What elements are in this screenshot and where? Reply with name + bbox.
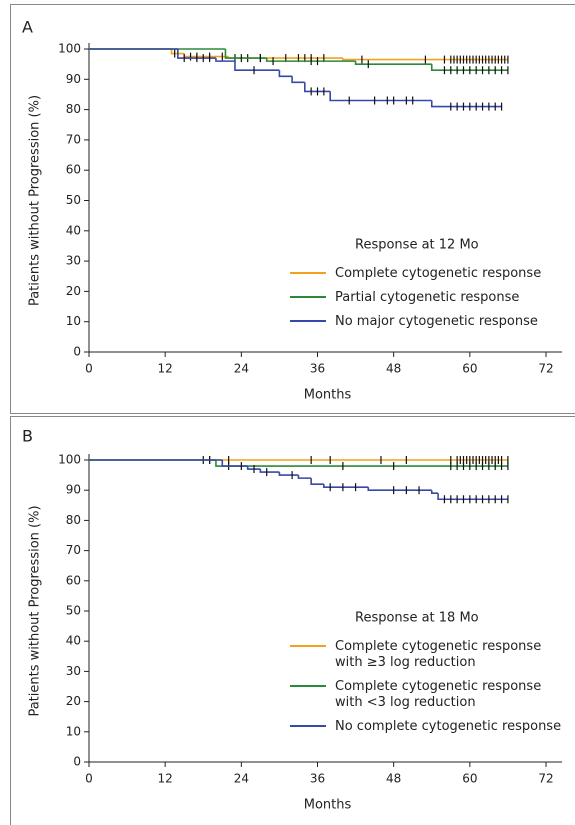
survival-step [297,475,312,479]
x-tick-label: 48 [386,362,401,376]
survival-step [234,61,280,72]
survival-step [170,49,185,55]
x-tick-label: 60 [462,362,477,376]
survival-step [310,478,324,485]
legend-label: Complete cytogenetic response with <3 log… [335,679,541,710]
survival-step [323,484,369,488]
y-tick-label: 50 [66,604,81,618]
survival-step [367,487,432,491]
survival-step [215,460,508,467]
y-tick-label: 0 [73,755,81,769]
survival-step [430,490,439,495]
y-tick-label: 100 [58,42,81,56]
y-tick-label: 10 [66,314,81,328]
survival-step [246,466,261,470]
x-tick-label: 0 [85,362,93,376]
survival-step [304,82,331,93]
y-tick-label: 20 [66,694,81,708]
x-axis-label: Months [304,388,352,403]
x-tick-label: 24 [234,362,249,376]
panel-label: A [22,18,33,37]
survival-step [221,460,248,467]
survival-step [430,100,502,108]
y-tick-label: 70 [66,132,81,146]
y-tick-label: 40 [66,223,81,237]
legend-title: Response at 12 Mo [355,238,479,253]
x-tick-label: 24 [234,772,249,786]
x-tick-label: 12 [158,772,173,786]
y-tick-label: 80 [66,102,81,116]
x-tick-label: 60 [462,772,477,786]
y-tick-label: 40 [66,634,81,648]
y-tick-label: 60 [66,163,81,177]
x-tick-label: 72 [538,772,553,786]
y-tick-label: 60 [66,573,81,587]
x-tick-label: 12 [158,362,173,376]
survival-step [215,58,235,62]
y-tick-label: 50 [66,193,81,207]
panel-label: B [22,427,33,446]
y-tick-label: 30 [66,254,81,268]
y-tick-label: 70 [66,543,81,557]
survival-step [342,58,508,61]
y-tick-label: 20 [66,284,81,298]
y-axis-label: Patients without Progression (%) [28,505,43,716]
survival-step [329,91,432,102]
y-tick-label: 10 [66,724,81,738]
x-tick-label: 36 [310,362,325,376]
panel-frame [10,416,575,825]
y-tick-label: 30 [66,664,81,678]
y-tick-label: 0 [73,345,81,359]
y-tick-label: 90 [66,72,81,86]
legend-label: Complete cytogenetic response [335,266,541,281]
y-axis-label: Patients without Progression (%) [28,95,43,306]
survival-step [437,493,508,501]
survival-step [278,472,299,476]
panel-frame [10,4,575,414]
x-tick-label: 36 [310,772,325,786]
legend-label: No major cytogenetic response [335,314,538,329]
x-tick-label: 48 [386,772,401,786]
x-axis-label: Months [304,798,352,813]
y-tick-label: 100 [58,453,81,467]
y-tick-label: 80 [66,513,81,527]
legend-label: No complete cytogenetic response [335,719,561,734]
x-tick-label: 0 [85,772,93,786]
legend-label: Partial cytogenetic response [335,290,519,305]
legend-label: Complete cytogenetic response with ≥3 log… [335,639,541,670]
legend-title: Response at 18 Mo [355,611,479,626]
y-tick-label: 90 [66,483,81,497]
survival-step [259,469,280,473]
x-tick-label: 72 [538,362,553,376]
survival-step [265,58,356,62]
survival-step [354,61,432,65]
survival-step [278,70,293,78]
survival-step [291,76,305,84]
survival-step [224,49,267,59]
